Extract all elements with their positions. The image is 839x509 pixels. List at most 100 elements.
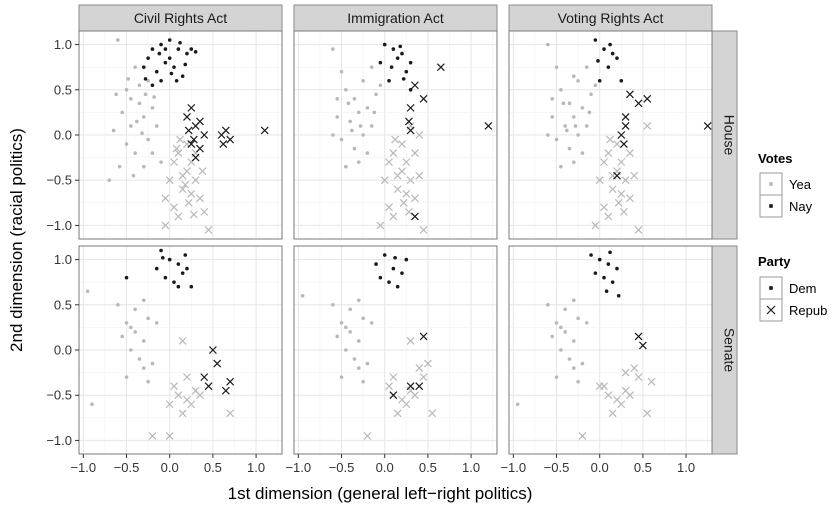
point-dem-yea — [340, 70, 344, 74]
point-dem-nay — [177, 47, 181, 51]
point-dem-yea — [142, 339, 146, 343]
point-dem-nay — [146, 56, 150, 60]
point-dem-yea — [589, 93, 593, 97]
point-dem-yea — [140, 131, 144, 135]
point-dem-yea — [361, 317, 365, 321]
point-dem-yea — [370, 321, 374, 325]
legend-label: Nay — [789, 199, 813, 214]
point-dem-nay — [164, 276, 168, 280]
facet-row-strip-house: House — [712, 31, 738, 239]
y-tick-label: −1.0 — [46, 433, 72, 448]
point-dem-yea — [559, 88, 563, 92]
point-dem-yea — [572, 366, 576, 370]
point-dem-yea — [353, 357, 357, 361]
point-dem-yea — [568, 147, 572, 151]
point-dem-yea — [572, 74, 576, 78]
point-dem-yea — [133, 330, 137, 334]
panel-senate-immigration-act: −1.0 −0.5 0.0 0.5 1.0 — [285, 246, 497, 475]
point-dem-nay — [379, 61, 383, 65]
point-dem-nay — [598, 258, 602, 262]
point-dem-yea — [555, 321, 559, 325]
point-dem-nay — [615, 267, 619, 271]
point-dem-yea — [114, 93, 118, 97]
panels-layer: Civil Rights Act Immigration Act Voting Ri… — [46, 5, 737, 475]
point-dem-yea — [301, 294, 305, 298]
point-dem-yea — [344, 88, 348, 92]
point-dem-yea — [361, 79, 365, 83]
point-dem-nay — [155, 70, 159, 74]
point-dem-nay — [181, 74, 185, 78]
point-dem-nay — [155, 267, 159, 271]
point-dem-yea — [353, 147, 357, 151]
y-tick-label: 0.0 — [54, 128, 72, 143]
point-dem-yea — [581, 362, 585, 366]
panel-senate-civil-rights-act: −1.0−0.50.00.51.0−1.0 −0.5 0.0 0.5 1.0 — [46, 246, 282, 475]
point-dem-yea — [133, 65, 137, 69]
y-tick-label: 1.0 — [54, 37, 72, 52]
point-dem-nay — [400, 52, 404, 56]
point-dem-yea — [348, 308, 352, 312]
legend-votes-yea: Yea — [760, 173, 812, 195]
legend-label: Dem — [789, 281, 816, 296]
point-dem-nay — [387, 280, 391, 284]
point-dem-nay — [170, 72, 174, 76]
point-dem-yea — [357, 366, 361, 370]
point-dem-nay — [404, 258, 408, 262]
x-tick-label: 0.5 — [419, 460, 437, 475]
point-dem-nay — [619, 79, 623, 83]
y-tick-label: 0.5 — [54, 297, 72, 312]
point-dem-nay — [594, 271, 598, 275]
point-dem-yea — [152, 95, 156, 99]
point-dem-yea — [357, 339, 361, 343]
facet-strip-label: Voting Rights Act — [558, 10, 664, 26]
point-dem-yea — [348, 330, 352, 334]
point-dem-yea — [125, 142, 129, 146]
point-dem-nay — [617, 294, 621, 298]
point-dem-nay — [168, 258, 172, 262]
point-dem-nay — [194, 50, 198, 54]
point-dem-yea — [335, 115, 339, 119]
point-dem-yea — [576, 380, 580, 384]
point-dem-yea — [112, 129, 116, 133]
point-dem-yea — [374, 93, 378, 97]
point-dem-yea — [581, 151, 585, 155]
point-dem-yea — [555, 375, 559, 379]
point-dem-nay — [596, 59, 600, 63]
point-dem-yea — [90, 402, 94, 406]
point-dem-yea — [361, 133, 365, 137]
point-dem-yea — [146, 317, 150, 321]
panel-house-civil-rights-act: −1.0−0.50.00.51.0 — [46, 31, 282, 239]
point-dem-nay — [607, 65, 611, 69]
point-dem-nay — [159, 79, 163, 83]
point-dem-nay — [611, 52, 615, 56]
legend-party-dem: Dem — [760, 277, 816, 299]
panel-house-voting-rights-act — [509, 31, 712, 239]
point-dem-yea — [555, 65, 559, 69]
x-tick-label: 1.0 — [677, 460, 695, 475]
x-tick-label: −1.0 — [285, 460, 311, 475]
point-dem-yea — [572, 298, 576, 302]
point-dem-nay — [400, 271, 404, 275]
point-dem-yea — [120, 111, 124, 115]
x-tick-label: 0.0 — [376, 460, 394, 475]
point-dem-yea — [344, 326, 348, 330]
point-dem-nay — [402, 77, 406, 81]
point-dem-yea — [357, 298, 361, 302]
point-dem-nay — [172, 65, 176, 69]
point-dem-yea — [142, 115, 146, 119]
point-dem-yea — [361, 380, 365, 384]
point-dem-yea — [576, 79, 580, 83]
point-dem-nay — [608, 43, 612, 47]
point-dem-yea — [133, 308, 137, 312]
point-dem-yea — [562, 102, 566, 106]
point-dem-nay — [158, 52, 162, 56]
facet-strip-label: Civil Rights Act — [134, 10, 227, 26]
point-dem-yea — [125, 375, 129, 379]
point-dem-yea — [550, 335, 554, 339]
point-dem-yea — [568, 357, 572, 361]
point-dem-yea — [585, 65, 589, 69]
point-dem-yea — [331, 133, 335, 137]
x-tick-label: −1.0 — [500, 460, 526, 475]
point-dem-yea — [357, 111, 361, 115]
